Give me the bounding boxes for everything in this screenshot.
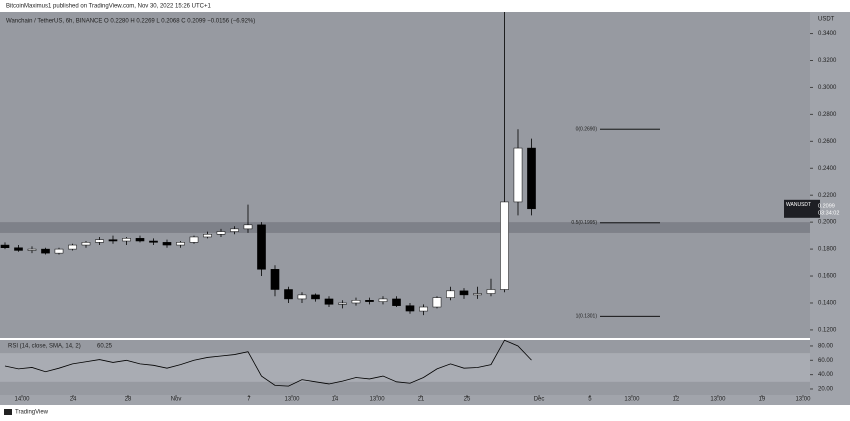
candle-body: [405, 305, 415, 312]
candle-body: [446, 290, 455, 298]
currency: USDT: [818, 17, 835, 23]
y-tick-label: 0.2000: [818, 220, 837, 226]
candle-body: [176, 242, 185, 246]
rsi-value: 60.25: [97, 344, 113, 350]
candle-body: [351, 300, 361, 304]
y-tick-label: 0.3400: [818, 31, 837, 37]
candle-body: [14, 247, 23, 251]
x-tick-label: 14:00: [14, 397, 30, 403]
x-tick-label: 13:00: [710, 397, 726, 403]
y-tick-label: 0.1200: [818, 327, 837, 333]
rsi-tick-label: 40.00: [818, 372, 834, 378]
price-tag-countdown: 03:34:02: [818, 210, 839, 216]
fib-label: 0(0.2690): [576, 127, 598, 133]
candle-body: [162, 242, 172, 246]
brand: TradingView: [15, 410, 49, 416]
x-tick-label: 13:00: [624, 397, 640, 403]
legend: Wanchain / TetherUS, 6h, BINANCE O 0.228…: [6, 19, 255, 25]
fib-label: 0.5(0.1995): [571, 220, 597, 226]
support-zone: [0, 222, 810, 233]
candle-body: [149, 240, 158, 243]
x-tick-label: 21: [418, 397, 425, 403]
price-tag: [784, 199, 820, 218]
candle-body: [284, 289, 293, 300]
candle-body: [324, 298, 334, 305]
candle-body: [459, 290, 469, 296]
candle-body: [108, 239, 118, 242]
candle-body: [270, 269, 280, 290]
candle-body: [392, 298, 401, 306]
candle-body: [432, 297, 442, 308]
x-tick-label: 12: [673, 397, 680, 403]
x-tick-label: 14: [332, 397, 339, 403]
x-tick-label: Dec: [534, 397, 545, 403]
rsi-line: [4, 339, 532, 387]
y-tick-label: 0.2600: [818, 139, 837, 145]
candle-body: [95, 239, 104, 243]
candle-body: [203, 234, 212, 238]
y-tick-label: 0.3000: [818, 85, 837, 91]
rsi-tick-label: 60.00: [818, 358, 834, 364]
candle-body: [0, 244, 10, 248]
candle-body: [297, 294, 307, 300]
candle-body: [68, 244, 77, 250]
x-tick-label: 28: [125, 397, 132, 403]
candle-body: [41, 248, 50, 254]
candle-body: [135, 238, 145, 242]
candle-body: [338, 302, 347, 305]
price-tag-symbol: WANUSDT: [786, 202, 811, 208]
candle-body: [81, 242, 91, 246]
rsi-tick-label: 80.00: [818, 344, 834, 350]
rsi-tick-label: 20.00: [818, 387, 834, 393]
candle-body: [27, 248, 37, 251]
published: BitcoinMaximus1 published on TradingView…: [6, 4, 212, 10]
candle-body: [230, 228, 239, 232]
candle-body: [54, 248, 64, 254]
x-tick-label: Nov: [171, 397, 182, 403]
fib-label: 1(0.1301): [576, 314, 598, 320]
candle-body: [365, 300, 374, 302]
x-tick-label: 13:00: [284, 397, 300, 403]
candle-body: [257, 224, 266, 270]
candle-body: [527, 147, 536, 210]
y-tick-label: 0.2400: [818, 166, 837, 172]
time-axis: [0, 395, 850, 405]
y-tick-label: 0.1400: [818, 301, 837, 307]
candle-body: [486, 289, 496, 294]
candle-body: [216, 231, 226, 235]
rsi-band: [0, 353, 810, 382]
y-tick-label: 0.2800: [818, 112, 837, 118]
candle-body: [419, 306, 428, 312]
x-tick-label: 25: [464, 397, 471, 403]
candle-body: [500, 201, 509, 290]
price-pane: [0, 12, 810, 338]
candle-body: [122, 238, 131, 242]
x-tick-label: 7: [247, 397, 251, 403]
rsi-title: RSI (14, close, SMA, 14, 2): [8, 344, 81, 350]
candle-body: [513, 147, 523, 203]
x-tick-label: 24: [70, 397, 77, 403]
price-tag-value: 0.2099: [818, 203, 835, 209]
candle-body: [311, 294, 320, 300]
x-tick-label: 13:00: [795, 397, 811, 403]
x-tick-label: 13:00: [370, 397, 386, 403]
candle-body: [243, 224, 253, 230]
y-tick-label: 0.2200: [818, 193, 837, 199]
x-tick-label: 19: [759, 397, 766, 403]
y-tick-label: 0.1800: [818, 247, 837, 253]
x-tick-label: 5: [588, 397, 592, 403]
candle-body: [378, 298, 388, 302]
y-tick-label: 0.3200: [818, 58, 837, 64]
logo: [4, 409, 12, 415]
y-tick-label: 0.1600: [818, 274, 837, 280]
candle-body: [473, 293, 482, 296]
candle-body: [189, 236, 199, 243]
